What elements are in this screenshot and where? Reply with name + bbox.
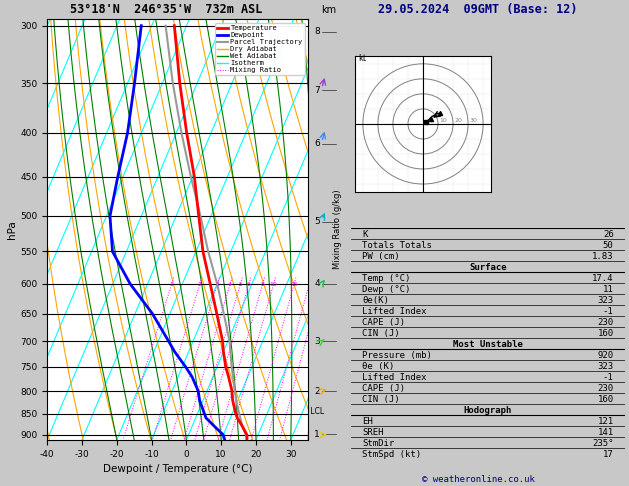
- Text: 29.05.2024  09GMT (Base: 12): 29.05.2024 09GMT (Base: 12): [378, 3, 578, 17]
- Text: Mixing Ratio (g/kg): Mixing Ratio (g/kg): [333, 190, 342, 269]
- Text: CIN (J): CIN (J): [362, 395, 399, 404]
- Text: 5: 5: [314, 217, 320, 226]
- Text: 121: 121: [598, 417, 614, 426]
- Text: Surface: Surface: [469, 263, 506, 272]
- Text: CAPE (J): CAPE (J): [362, 318, 405, 327]
- Legend: Temperature, Dewpoint, Parcel Trajectory, Dry Adiabat, Wet Adiabat, Isotherm, Mi: Temperature, Dewpoint, Parcel Trajectory…: [215, 23, 304, 75]
- Text: StmDir: StmDir: [362, 439, 394, 448]
- Text: 10: 10: [270, 282, 277, 287]
- Text: 17.4: 17.4: [592, 274, 614, 283]
- Text: 26: 26: [603, 230, 614, 239]
- Text: 10: 10: [440, 119, 447, 123]
- Text: CIN (J): CIN (J): [362, 329, 399, 338]
- Text: 30: 30: [470, 119, 477, 123]
- Text: EH: EH: [362, 417, 372, 426]
- Text: PW (cm): PW (cm): [362, 252, 399, 261]
- Text: 15: 15: [290, 282, 298, 287]
- Text: 230: 230: [598, 318, 614, 327]
- Text: θe (K): θe (K): [362, 362, 394, 371]
- Text: LCL: LCL: [308, 407, 325, 416]
- Text: Lifted Index: Lifted Index: [362, 373, 426, 382]
- Text: 6: 6: [314, 139, 320, 148]
- Text: Pressure (mb): Pressure (mb): [362, 351, 431, 360]
- Text: 6: 6: [247, 282, 251, 287]
- Text: Temp (°C): Temp (°C): [362, 274, 410, 283]
- Text: 160: 160: [598, 395, 614, 404]
- Text: 3: 3: [314, 337, 320, 346]
- Text: θe(K): θe(K): [362, 296, 389, 305]
- Text: Hodograph: Hodograph: [464, 406, 512, 415]
- Text: 53°18'N  246°35'W  732m ASL: 53°18'N 246°35'W 732m ASL: [70, 3, 263, 17]
- Text: 7: 7: [314, 86, 320, 95]
- Text: 1: 1: [314, 430, 320, 438]
- X-axis label: Dewpoint / Temperature (°C): Dewpoint / Temperature (°C): [103, 464, 252, 474]
- Text: 160: 160: [598, 329, 614, 338]
- Text: 11: 11: [603, 285, 614, 294]
- Text: 2: 2: [314, 386, 320, 396]
- Text: 235°: 235°: [592, 439, 614, 448]
- Text: Dewp (°C): Dewp (°C): [362, 285, 410, 294]
- Text: 4: 4: [228, 282, 232, 287]
- Text: 323: 323: [598, 296, 614, 305]
- Text: 20: 20: [455, 119, 462, 123]
- Text: 2: 2: [198, 282, 202, 287]
- Text: -1: -1: [603, 373, 614, 382]
- Text: kt: kt: [359, 54, 367, 63]
- Text: K: K: [362, 230, 367, 239]
- Text: Lifted Index: Lifted Index: [362, 307, 426, 316]
- Text: 920: 920: [598, 351, 614, 360]
- Text: 4: 4: [314, 279, 320, 288]
- Text: CAPE (J): CAPE (J): [362, 384, 405, 393]
- Text: 141: 141: [598, 428, 614, 437]
- Text: -1: -1: [603, 307, 614, 316]
- Text: 17: 17: [603, 450, 614, 459]
- Text: © weatheronline.co.uk: © weatheronline.co.uk: [421, 474, 535, 484]
- Text: 5: 5: [238, 282, 242, 287]
- Text: 230: 230: [598, 384, 614, 393]
- Text: km: km: [321, 5, 337, 15]
- Text: 3: 3: [215, 282, 219, 287]
- Text: StmSpd (kt): StmSpd (kt): [362, 450, 421, 459]
- Y-axis label: hPa: hPa: [8, 220, 18, 239]
- Text: 8: 8: [260, 282, 264, 287]
- Text: 1.83: 1.83: [592, 252, 614, 261]
- Text: Most Unstable: Most Unstable: [453, 340, 523, 349]
- Text: Totals Totals: Totals Totals: [362, 241, 431, 250]
- Text: 1: 1: [170, 282, 174, 287]
- Text: 50: 50: [603, 241, 614, 250]
- Text: 8: 8: [314, 27, 320, 36]
- Text: 323: 323: [598, 362, 614, 371]
- Text: SREH: SREH: [362, 428, 384, 437]
